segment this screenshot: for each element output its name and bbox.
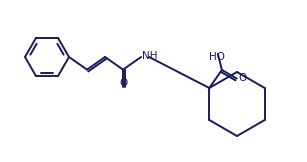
Text: O: O xyxy=(119,78,127,88)
Text: O: O xyxy=(239,74,247,83)
Text: NH: NH xyxy=(142,51,157,61)
Text: HO: HO xyxy=(209,52,225,62)
